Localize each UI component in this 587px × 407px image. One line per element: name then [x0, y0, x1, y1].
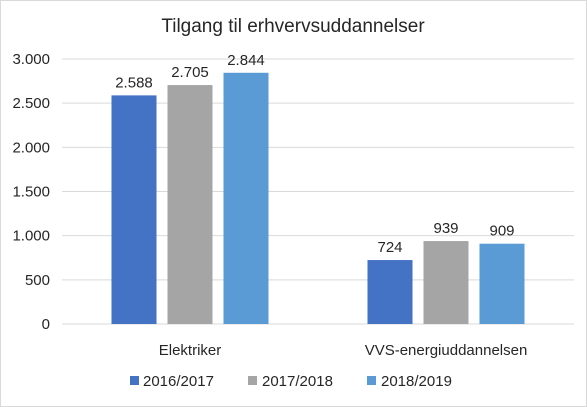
legend-label: 2017/2018	[262, 373, 333, 390]
data-label: 939	[433, 220, 458, 237]
y-tick-label: 2.500	[12, 95, 50, 112]
category-axis-labels: Elektriker VVS-energiuddannelsen	[159, 342, 528, 359]
chart-title: Tilgang til erhvervsuddannelser	[161, 16, 425, 37]
bar	[367, 260, 413, 324]
legend-swatch	[367, 376, 376, 385]
y-tick-label: 0	[42, 316, 50, 333]
data-label: 2.588	[115, 74, 153, 91]
bar	[111, 95, 157, 324]
bar	[423, 241, 469, 324]
bar	[167, 85, 213, 324]
legend-item: 2017/2018	[248, 373, 333, 390]
legend: 2016/2017 2017/2018 2018/2019	[130, 373, 452, 390]
y-tick-label: 1.500	[12, 184, 50, 201]
bar	[479, 243, 525, 324]
legend-label: 2018/2019	[381, 373, 452, 390]
legend-item: 2018/2019	[367, 373, 452, 390]
bars	[111, 72, 525, 324]
legend-swatch	[130, 376, 139, 385]
y-axis-tick-labels: 0 500 1.000 1.500 2.000 2.500 3.000	[12, 51, 50, 333]
data-labels: 2.588 2.705 2.844 724 939 909	[115, 52, 514, 256]
data-label: 909	[489, 223, 514, 240]
legend-swatch	[248, 376, 257, 385]
y-tick-label: 1.000	[12, 228, 50, 245]
y-tick-label: 2.000	[12, 139, 50, 156]
legend-label: 2016/2017	[143, 373, 214, 390]
data-label: 2.705	[171, 64, 209, 81]
legend-item: 2016/2017	[130, 373, 214, 390]
bar	[223, 72, 269, 324]
y-tick-label: 3.000	[12, 51, 50, 68]
category-label: VVS-energiuddannelsen	[365, 342, 528, 359]
data-label: 2.844	[227, 52, 265, 69]
category-label: Elektriker	[159, 342, 222, 359]
data-label: 724	[377, 239, 402, 256]
y-tick-label: 500	[25, 272, 50, 289]
